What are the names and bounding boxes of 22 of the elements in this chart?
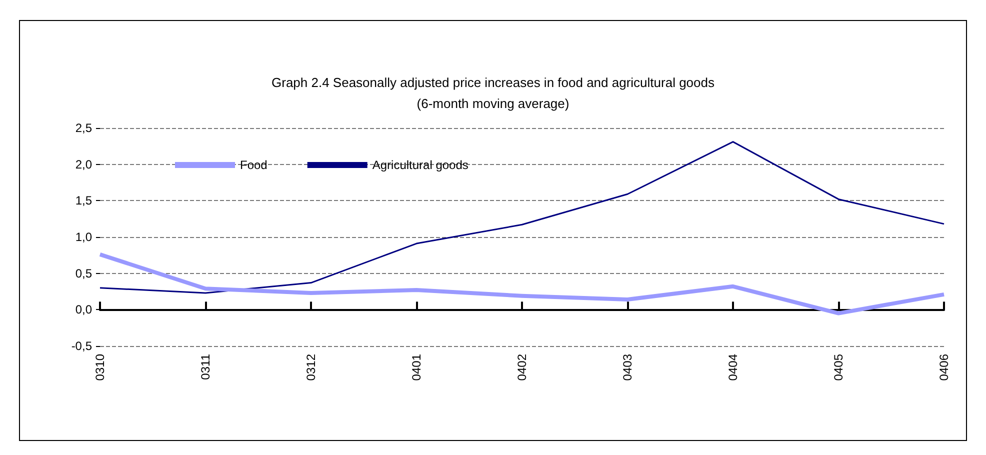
y-tick-label: 1,0 — [75, 230, 92, 244]
legend-label: Agricultural goods — [372, 158, 468, 172]
x-tick-label: 0403 — [620, 354, 634, 381]
y-tick-label: 0,0 — [75, 302, 92, 317]
x-tick-label: 0406 — [937, 354, 951, 381]
line-series — [99, 141, 945, 294]
x-tick-label: 0405 — [832, 354, 846, 381]
y-tick-label: 2,0 — [75, 157, 92, 172]
y-tick-label: 0,5 — [75, 266, 92, 280]
y-tick-label: 1,5 — [75, 194, 92, 208]
y-tick-label: -0,5 — [71, 339, 92, 353]
chart-subtitle: (6-month moving average) — [416, 96, 570, 111]
x-tick-label: 0401 — [410, 354, 424, 381]
line-series — [98, 252, 946, 316]
x-tick-label: 0310 — [93, 354, 107, 381]
chart-title: Graph 2.4 Seasonally adjusted price increases in food and agricultural goods — [272, 75, 715, 90]
y-tick-label: 2,5 — [75, 121, 92, 135]
x-tick-label: 0404 — [726, 354, 740, 381]
x-tick-label: 0312 — [304, 354, 318, 381]
x-tick-label: 0402 — [515, 354, 529, 381]
legend-label: Food — [240, 158, 268, 172]
x-tick-label: 0311 — [198, 354, 212, 380]
